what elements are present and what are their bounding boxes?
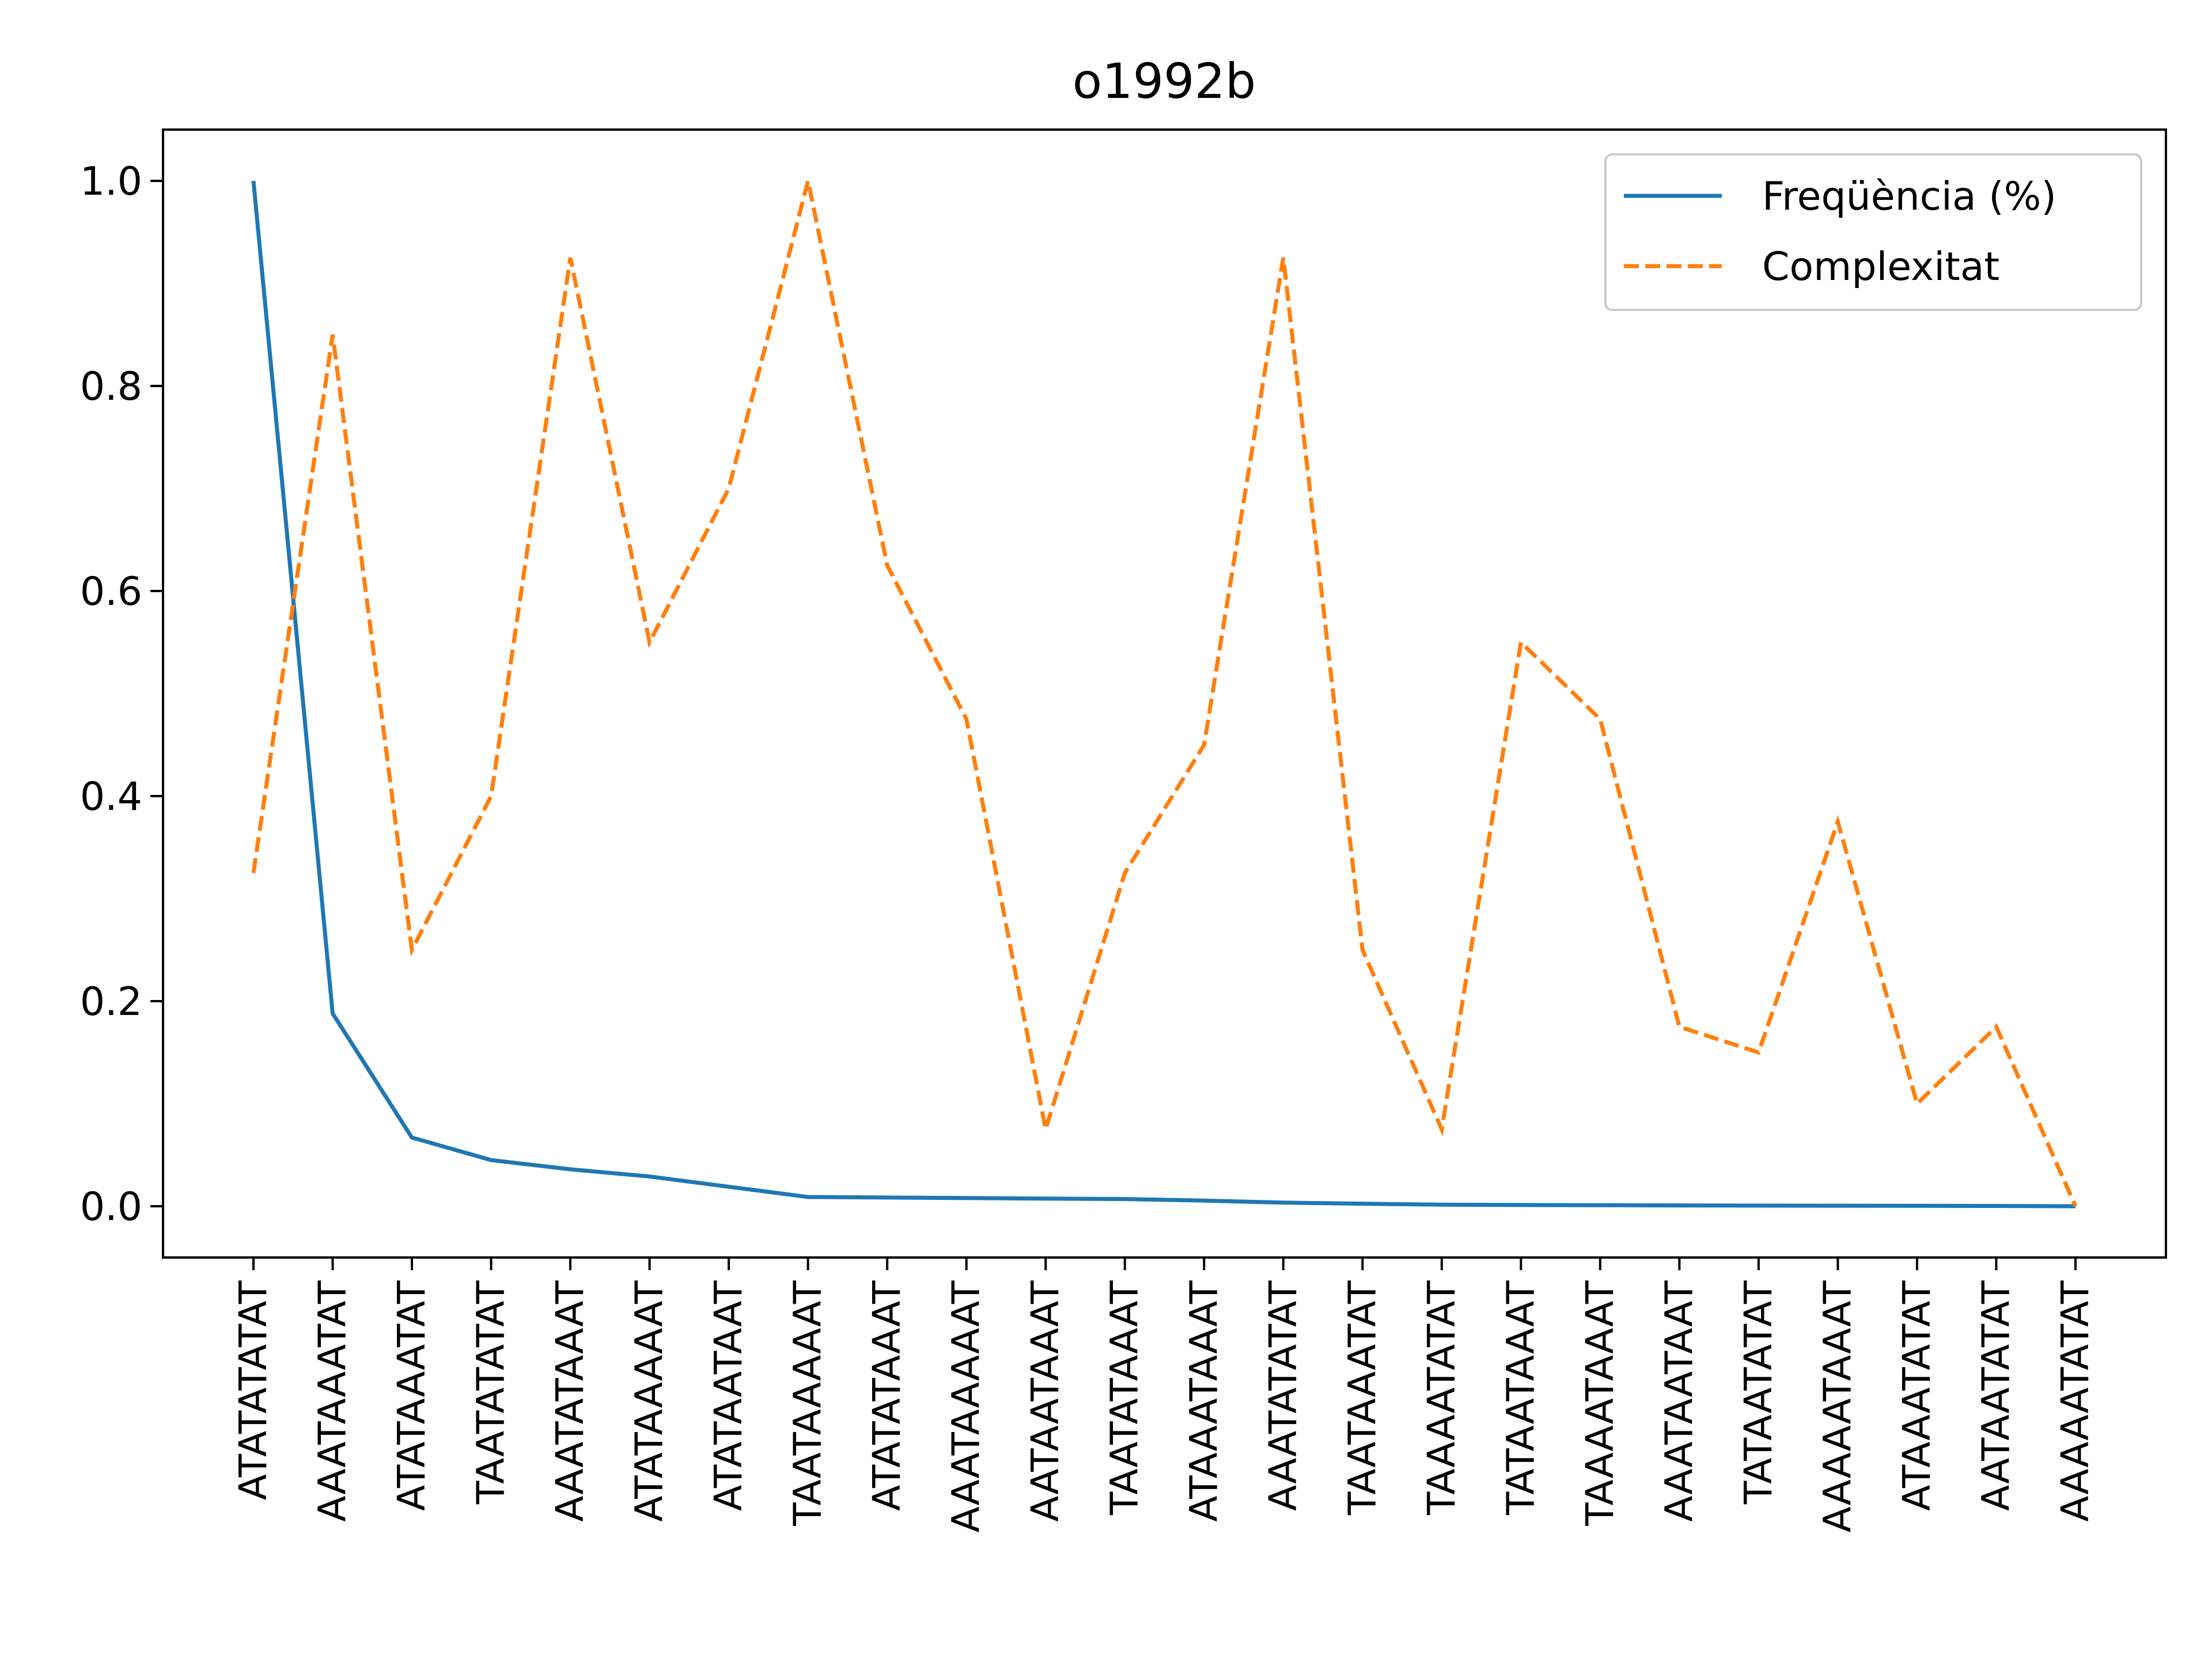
x-tick-label: ATATATAAAT (865, 1280, 909, 1511)
y-tick-label: 1.0 (80, 159, 142, 204)
series-line-complexitat (251, 180, 2078, 1207)
x-tick-label: ATATAATAAT (706, 1280, 751, 1511)
x-tick-label: AATAATAAAT (1023, 1280, 1067, 1521)
y-tick-label: 0.0 (80, 1184, 142, 1230)
legend-label: Complexitat (1762, 244, 1999, 290)
x-tick-label: AAAAATATAT (2053, 1280, 2097, 1521)
y-tick-label: 0.6 (80, 569, 142, 615)
x-tick-label: TAATAAATAT (1340, 1280, 1384, 1516)
x-tick-label: TAATAAAAAT (786, 1280, 830, 1526)
legend-label: Freqüència (%) (1762, 174, 2056, 219)
series-layer (251, 180, 2078, 1209)
x-tick-label: AAATAAATAT (310, 1280, 355, 1521)
x-tick-label: TAATATATAT (469, 1280, 513, 1505)
x-tick-label: AATAATATAT (1974, 1280, 2018, 1511)
x-tick-label: ATATAAATAT (389, 1280, 434, 1511)
x-tick-label: ATAAATAAAT (1181, 1280, 1226, 1521)
y-tick-label: 0.8 (80, 364, 142, 410)
x-tick-label: ATATATATAT (231, 1280, 275, 1500)
x-axis: ATATATATAT AAATAAATAT ATATAAATAT TAATATATAT… (231, 1257, 2097, 1532)
y-axis: 0.0 0.2 0.4 0.6 0.8 1.0 (80, 159, 163, 1230)
plot-frame (162, 128, 2167, 1259)
x-tick-label: AAATATATAT (1261, 1280, 1305, 1511)
x-tick-label: TATAATATAT (1736, 1280, 1781, 1505)
series-line-frequencia (251, 180, 2076, 1209)
x-tick-label: AAATAAAAAT (944, 1280, 988, 1532)
x-tick-label: AAATAATAAT (1657, 1280, 1701, 1521)
x-tick-label: TATAATAAAT (1498, 1280, 1543, 1516)
y-tick-label: 0.2 (80, 979, 142, 1025)
x-tick-label: TAAAATATAT (1419, 1280, 1464, 1516)
legend: Freqüència (%) Complexitat (1604, 153, 2142, 311)
legend-box (1604, 153, 2142, 311)
x-tick-label: ATATAAAAAT (627, 1280, 672, 1521)
x-tick-label: AAAAATAAAT (1815, 1280, 1859, 1532)
x-tick-label: TAAAATAAAT (1578, 1280, 1622, 1526)
x-tick-label: AAATATAAAT (548, 1280, 592, 1521)
x-tick-label: TAATATAAAT (1103, 1280, 1147, 1516)
chart-title: o1992b (1073, 53, 1256, 109)
x-tick-label: ATAAATATAT (1895, 1280, 1939, 1511)
y-tick-label: 0.4 (80, 774, 142, 820)
